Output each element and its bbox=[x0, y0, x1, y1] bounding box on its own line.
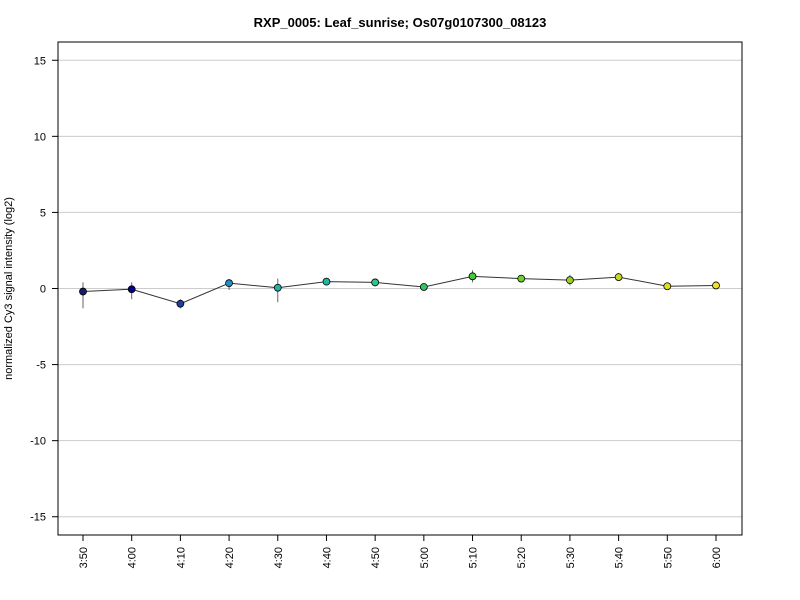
data-point bbox=[517, 274, 526, 283]
data-point bbox=[614, 273, 623, 281]
x-tick-label: 4:50 bbox=[370, 547, 382, 568]
data-point bbox=[566, 276, 574, 285]
y-tick-label: 5 bbox=[40, 207, 46, 219]
chart-title: RXP_0005: Leaf_sunrise; Os07g0107300_081… bbox=[254, 15, 547, 30]
data-point bbox=[322, 277, 331, 286]
series-expression bbox=[79, 270, 720, 309]
data-point bbox=[225, 279, 233, 288]
x-tick-label: 4:10 bbox=[175, 547, 187, 568]
x-tick-label: 5:40 bbox=[614, 547, 626, 568]
x-tick-label: 5:10 bbox=[468, 547, 480, 568]
x-tick-label: 4:40 bbox=[321, 547, 333, 568]
y-axis: -15 -10 -5 0 5 10 15 bbox=[30, 55, 58, 524]
data-point bbox=[79, 287, 87, 296]
y-tick-label: -10 bbox=[30, 436, 46, 448]
x-tick-label: 3:50 bbox=[78, 547, 90, 568]
series-line bbox=[82, 275, 717, 305]
x-tick-label: 5:30 bbox=[565, 547, 577, 568]
data-point bbox=[663, 282, 672, 291]
x-tick-label: 5:20 bbox=[516, 547, 528, 568]
data-point bbox=[712, 281, 720, 290]
data-point bbox=[419, 283, 428, 291]
x-tick-label: 5:00 bbox=[419, 547, 431, 568]
data-point bbox=[176, 299, 185, 308]
x-axis: 3:50 4:00 4:10 4:20 4:30 4:40 4:50 5:00 5:10 5:20… bbox=[78, 534, 723, 568]
data-point bbox=[273, 283, 282, 292]
x-tick-label: 4:20 bbox=[224, 547, 236, 568]
y-tick-label: 0 bbox=[40, 284, 46, 296]
y-tick-label: 15 bbox=[34, 55, 46, 67]
y-tick-label: -5 bbox=[36, 360, 46, 372]
data-point bbox=[371, 278, 380, 287]
data-point bbox=[468, 272, 477, 281]
y-axis-label: normalized Cy3 signal intensity (log2) bbox=[3, 197, 15, 380]
x-tick-label: 5:50 bbox=[662, 547, 674, 568]
data-point bbox=[127, 285, 136, 294]
x-tick-label: 4:30 bbox=[273, 547, 285, 568]
x-tick-label: 6:00 bbox=[711, 547, 723, 568]
y-tick-label: 10 bbox=[34, 131, 46, 143]
grid-lines bbox=[58, 59, 742, 518]
y-tick-label: -15 bbox=[30, 512, 46, 524]
x-tick-label: 4:00 bbox=[127, 547, 139, 568]
